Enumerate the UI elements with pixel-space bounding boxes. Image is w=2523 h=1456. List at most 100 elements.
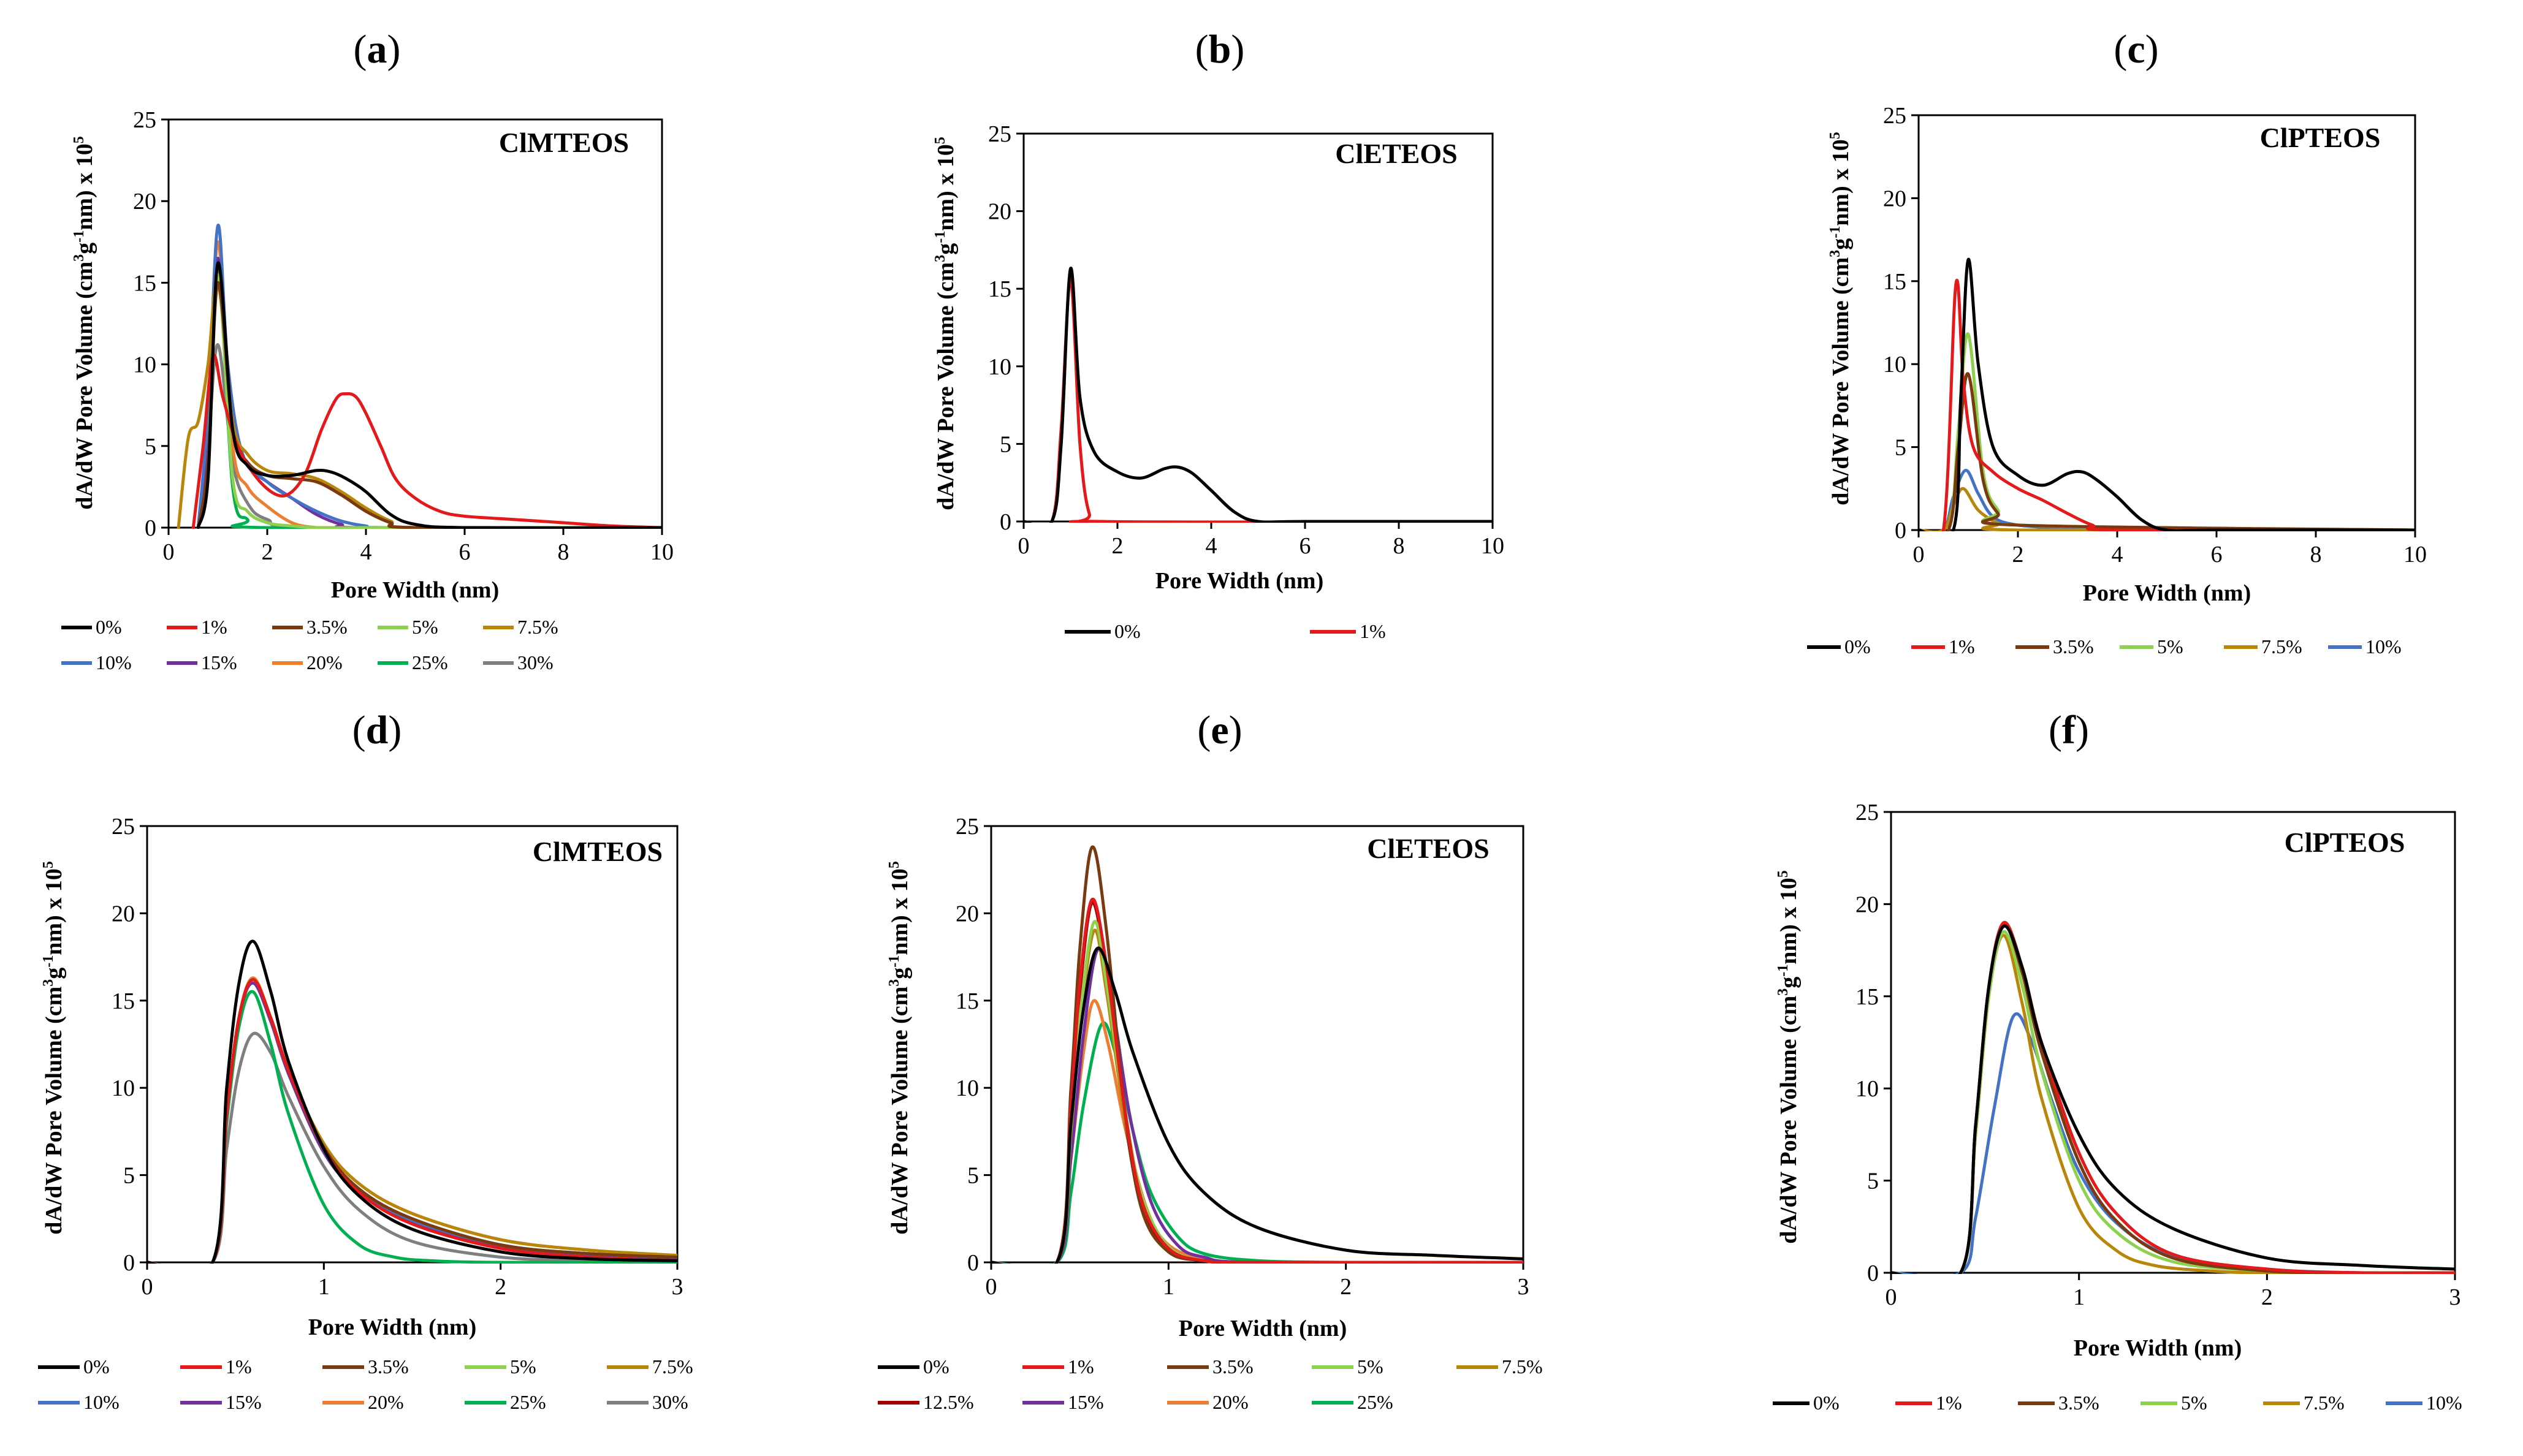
legend-label: 20% (306, 651, 343, 673)
y-tick-label: 25 (956, 814, 979, 840)
ylabel-part: nm) x 10 (41, 868, 67, 955)
legend-entry: 25% (1312, 1391, 1393, 1413)
y-axis-label-c: dA/dW Pore Volume (cm3g-1nm) x 105 (1827, 132, 1854, 505)
y-tick-label: 0 (1000, 509, 1011, 535)
x-tick-label: 0 (1886, 1284, 1897, 1310)
y-axis-label-b: dA/dW Pore Volume (cm3g-1nm) x 105 (932, 137, 959, 510)
legend-entry: 20% (1167, 1391, 1249, 1413)
legend-label: 1% (1949, 635, 1975, 658)
inset-label-c: ClPTEOS (2260, 122, 2381, 153)
ylabel-main: dA/dW Pore Volume (cm (933, 262, 959, 510)
legend-entry: 15% (167, 651, 237, 673)
plot-frame (1890, 811, 2456, 1274)
legend-entry: 12.5% (878, 1391, 974, 1413)
y-tick-label: 5 (1000, 431, 1011, 457)
legend-label: 1% (1068, 1356, 1094, 1378)
panel-letter-f-open: ( (2049, 708, 2062, 753)
series-line-0pct (1919, 258, 2415, 531)
legend-entry: 15% (1022, 1391, 1104, 1413)
series-line-3_5pct (1919, 372, 2415, 531)
series-group (991, 845, 1523, 1264)
plot-frame (167, 118, 663, 529)
series-line-10pct (196, 224, 662, 529)
y-tick-label: 20 (1883, 186, 1906, 211)
legend-entry: 10% (38, 1391, 120, 1413)
panel-letter-c-char: c (2127, 27, 2145, 72)
series-group (1024, 267, 1493, 523)
series-line-0pct (1024, 267, 1493, 523)
ylabel-sup: -1 (932, 231, 948, 243)
legend-label: 1% (1360, 620, 1386, 642)
legend-entry: 3.5% (2018, 1392, 2099, 1414)
panel-letter-f-close: ) (2076, 708, 2089, 753)
x-tick-label: 6 (1300, 533, 1311, 559)
legend-label: 1% (1936, 1392, 1962, 1414)
x-tick-label: 2 (262, 539, 273, 565)
y-tick-label: 10 (988, 354, 1011, 380)
panel-letter-f: (f) (2049, 708, 2089, 753)
panel-letter-a-open: ( (354, 27, 367, 72)
legend-label: 3.5% (2058, 1392, 2099, 1414)
legend-entry: 20% (272, 651, 343, 673)
ylabel-sup: 5 (886, 861, 902, 868)
plot-area-e: 0 5 10 15 20 25 0 1 2 3 (956, 814, 1529, 1300)
panel-letter-d-char: d (366, 708, 389, 753)
ylabel-part: nm) x 10 (887, 868, 913, 955)
panel-letter-e: (e) (1197, 708, 1242, 753)
legend-label: 7.5% (652, 1356, 693, 1378)
ylabel-main: dA/dW Pore Volume (cm (887, 987, 913, 1235)
legend-entry: 25% (465, 1391, 546, 1413)
series-line-30pct (196, 343, 662, 529)
ylabel-sup: 5 (932, 137, 948, 144)
legend-label: 30% (652, 1391, 688, 1413)
legend-entry: 25% (378, 651, 448, 673)
x-tick-label: 2 (1340, 1274, 1352, 1300)
legend-label: 7.5% (2304, 1392, 2345, 1414)
panel-letter-f-char: f (2062, 708, 2076, 753)
legend-label: 10% (96, 651, 132, 673)
y-tick-label: 0 (145, 515, 156, 541)
inset-label-d: ClMTEOS (533, 836, 663, 867)
y-tick-label: 25 (988, 121, 1011, 147)
y-tick-label: 15 (1883, 269, 1906, 295)
plot-frame (1917, 114, 2416, 531)
legend-label: 15% (201, 651, 237, 673)
legend-label: 5% (2157, 635, 2183, 658)
series-line-1pct (1024, 278, 1493, 523)
x-axis-title-e: Pore Width (nm) (1179, 1316, 1347, 1341)
plot-area-b: 0 5 10 15 20 25 0 2 4 6 8 10 (988, 121, 1504, 559)
legend-entry: 3.5% (1167, 1356, 1254, 1378)
ylabel-part: nm) x 10 (1776, 878, 1802, 964)
legend: 0% 1% (1065, 620, 1386, 642)
ylabel-part: nm) x 10 (72, 143, 97, 230)
ylabel-part: g (72, 243, 97, 254)
inset-label-e: ClETEOS (1367, 833, 1489, 864)
y-tick-label: 15 (133, 270, 156, 296)
plot-area-a: 0 5 10 15 20 25 0 2 4 6 8 10 (133, 107, 674, 565)
series-line-0pct (196, 261, 662, 529)
legend-entry: 0% (1773, 1392, 1840, 1414)
x-tick-label: 0 (142, 1274, 153, 1300)
series-line-1pct (1919, 278, 2415, 531)
y-tick-label: 20 (1855, 892, 1879, 917)
y-tick-label: 5 (967, 1163, 979, 1189)
ylabel-part: g (1776, 977, 1802, 988)
legend: 0% 1% 3.5% 5% 7.5% 10% (1807, 635, 2402, 658)
series-group (1891, 920, 2455, 1274)
panel-b: (b) dA/dW Pore Volume (cm3g-1nm) x 105 0… (932, 27, 1504, 642)
legend: 0% 1% 3.5% 5% 7.5% 12.5% 15% 20% 25% (878, 1356, 1543, 1413)
y-tick-label: 5 (1895, 435, 1906, 461)
y-tick-label: 25 (1883, 103, 1906, 129)
x-tick-label: 8 (2310, 542, 2322, 567)
y-tick-label: 20 (988, 199, 1011, 225)
legend-label: 0% (83, 1356, 110, 1378)
inset-label-f: ClPTEOS (2285, 827, 2405, 858)
series-line-1pct (191, 353, 662, 529)
x-tick-label: 6 (459, 539, 471, 565)
legend-entry: 0% (1065, 620, 1141, 642)
legend-label: 1% (226, 1356, 252, 1378)
legend-entry: 5% (1312, 1356, 1383, 1378)
series-line-3_5pct (991, 845, 1523, 1264)
panel-letter-b-char: b (1209, 27, 1231, 72)
inset-label-a: ClMTEOS (499, 127, 629, 158)
